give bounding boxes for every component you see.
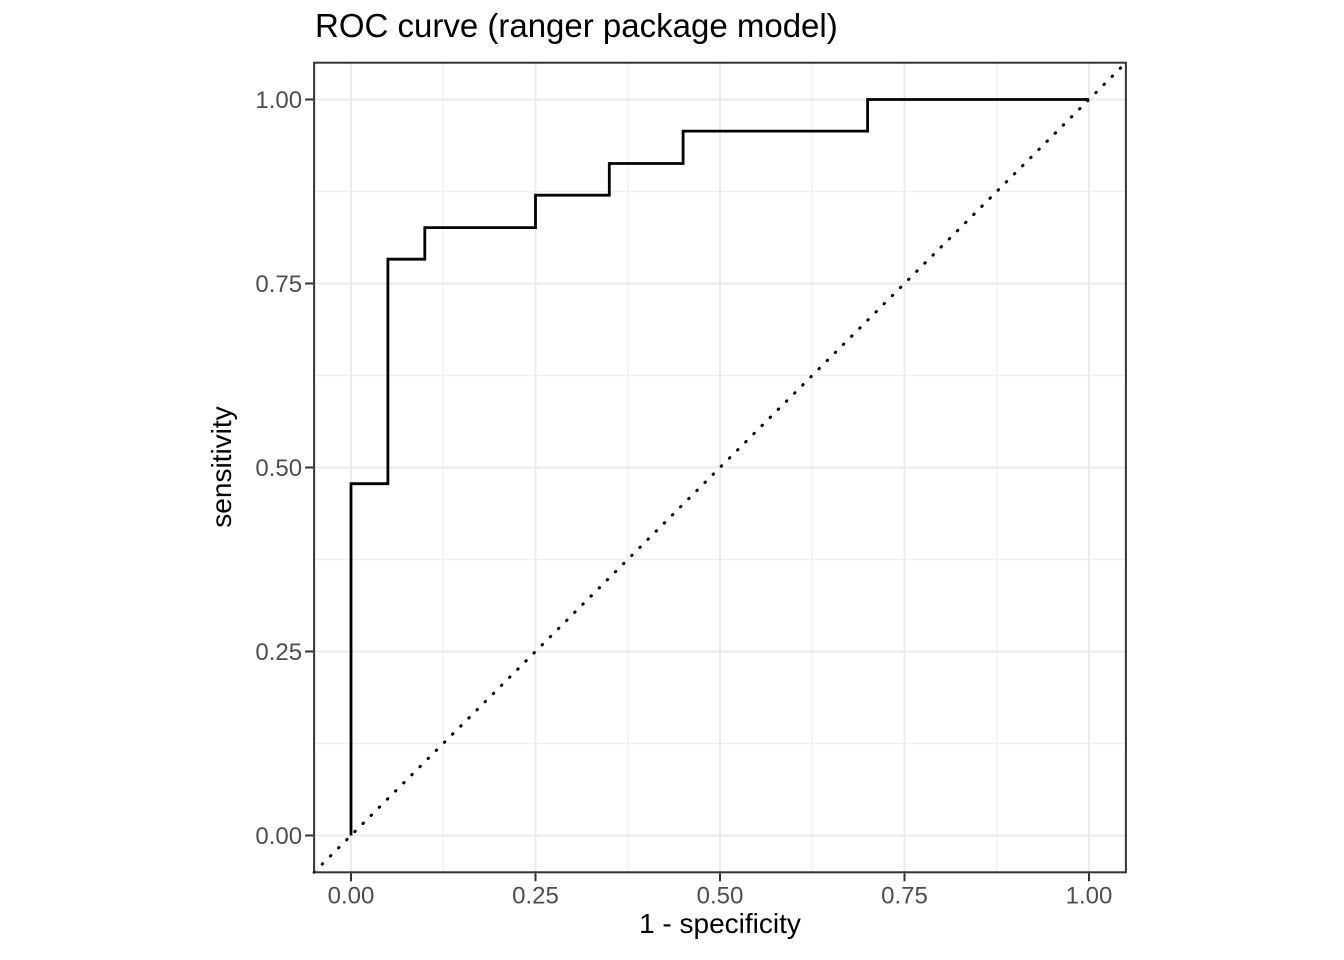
- y-tick-label: 0.75: [255, 271, 302, 298]
- x-tick-label: 0.25: [512, 882, 559, 909]
- x-tick-label: 0.75: [881, 882, 928, 909]
- y-tick-label: 0.50: [255, 455, 302, 482]
- x-axis-title: 1 - specificity: [639, 908, 801, 939]
- roc-curve-line: [349, 98, 1089, 836]
- y-tick-label: 0.00: [255, 823, 302, 850]
- x-tick-label: 1.00: [1066, 882, 1113, 909]
- y-axis-title: sensitivity: [206, 406, 237, 528]
- y-tick-label: 0.25: [255, 639, 302, 666]
- x-tick-label: 0.50: [697, 882, 744, 909]
- chance-diagonal-line: [312, 61, 1128, 874]
- y-tick-label: 1.00: [255, 87, 302, 114]
- panel-border: [313, 61, 1127, 874]
- chart-title: ROC curve (ranger package model): [315, 7, 838, 44]
- x-tick-label: 0.00: [328, 882, 375, 909]
